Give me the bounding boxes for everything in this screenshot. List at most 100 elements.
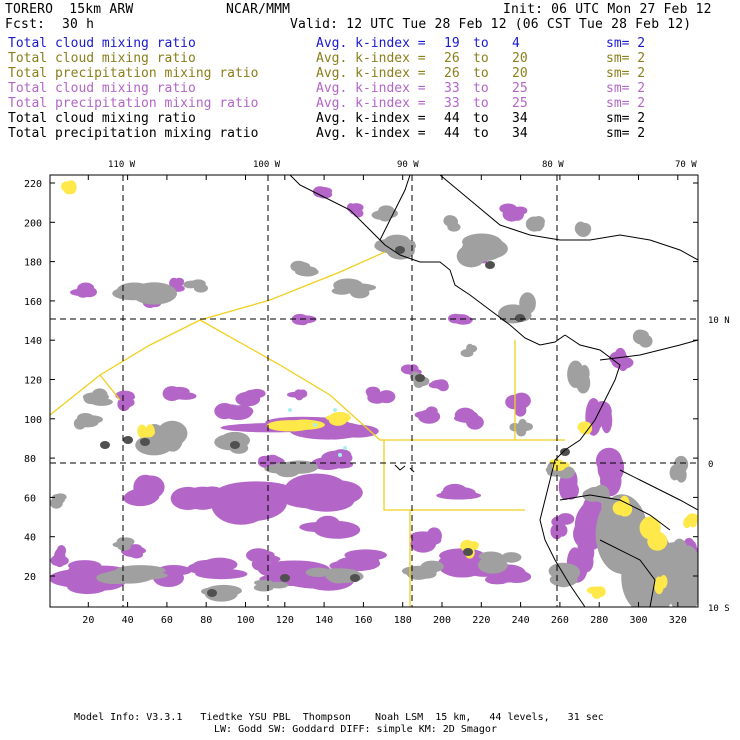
cloud-region-gray xyxy=(665,561,694,601)
legend-index-high: 19 xyxy=(444,36,460,51)
precip-region-purple xyxy=(513,206,528,215)
precip-region-purple xyxy=(50,555,69,566)
legend-index-to: to xyxy=(473,36,489,51)
eez-boundary xyxy=(99,374,121,401)
precip-region-purple xyxy=(557,513,575,525)
legend-index-low: 25 xyxy=(512,96,528,111)
cloud-region-gray xyxy=(501,552,522,563)
cloud-region-gray xyxy=(414,569,437,579)
cloud-region-gray xyxy=(339,283,377,292)
coastline xyxy=(289,175,566,346)
y-tick-label: 220 xyxy=(24,179,42,190)
x-tick-label: 280 xyxy=(590,615,608,626)
x-tick-label: 200 xyxy=(433,615,451,626)
legend-index-low: 34 xyxy=(512,111,528,126)
x-tick-label: 60 xyxy=(161,615,173,626)
forecast-label: Fcst: xyxy=(5,17,46,32)
legend-index-low: 20 xyxy=(512,66,528,81)
cloud-region-gray xyxy=(214,588,235,598)
legend-index-to: to xyxy=(473,96,489,111)
precip-region-yellow xyxy=(137,424,147,438)
model-info-line: Model Info: V3.3.1 Tiedtke YSU PBL Thomp… xyxy=(74,712,604,723)
precip-region-purple xyxy=(588,411,603,430)
cloud-region-gray xyxy=(533,216,544,232)
longitude-label: 110 W xyxy=(108,160,136,170)
longitude-label: 80 W xyxy=(542,160,564,170)
precip-region-yellow xyxy=(577,421,593,433)
cloud-region-gray xyxy=(305,567,332,577)
cloud-region-gray xyxy=(575,221,586,233)
valid-time: Valid: 12 UTC Tue 28 Feb 12 (06 CST Tue … xyxy=(290,17,692,32)
cloud-core-dark xyxy=(230,441,240,449)
cloud-region-cyan xyxy=(343,446,347,450)
precip-region-purple xyxy=(248,388,266,399)
legend-index-label: Avg. k-index = xyxy=(316,66,426,81)
x-tick-label: 120 xyxy=(276,615,294,626)
latitude-label: 10 N xyxy=(708,316,730,326)
cloud-region-gray xyxy=(477,556,508,574)
model-title: TORERO 15km ARW xyxy=(5,2,134,17)
map-content xyxy=(50,175,698,607)
legend-index-low: 4 xyxy=(512,36,520,51)
legend-smoothing: sm= 2 xyxy=(606,126,646,141)
legend-smoothing: sm= 2 xyxy=(606,111,646,126)
precip-region-yellow xyxy=(612,500,629,516)
legend-index-label: Avg. k-index = xyxy=(316,51,426,66)
x-tick-label: 180 xyxy=(394,615,412,626)
x-tick-label: 260 xyxy=(551,615,569,626)
y-tick-label: 180 xyxy=(24,258,42,269)
cloud-region-gray xyxy=(256,579,275,590)
precip-region-yellow xyxy=(266,420,314,432)
x-tick-label: 320 xyxy=(669,615,687,626)
x-tick-label: 100 xyxy=(237,615,255,626)
legend-index-to: to xyxy=(473,126,489,141)
cloud-region-gray xyxy=(162,427,183,452)
legend-index-label: Avg. k-index = xyxy=(316,36,426,51)
cloud-region-gray xyxy=(467,346,477,353)
org-label: NCAR/MMM xyxy=(226,2,291,17)
precip-region-purple xyxy=(125,488,160,505)
legend-field-name: Total cloud mixing ratio xyxy=(8,81,196,96)
cloud-region-gray xyxy=(375,238,416,248)
cloud-region-cyan xyxy=(338,453,342,457)
cloud-region-cyan xyxy=(313,423,317,427)
x-tick-label: 20 xyxy=(82,615,94,626)
cloud-region-gray xyxy=(371,210,393,220)
x-tick-label: 240 xyxy=(512,615,530,626)
cloud-region-gray xyxy=(272,461,308,472)
legend-smoothing: sm= 2 xyxy=(606,96,646,111)
precip-region-purple xyxy=(120,397,135,408)
precip-region-purple xyxy=(291,313,309,325)
cloud-core-dark xyxy=(123,436,133,444)
coastline xyxy=(559,494,671,531)
precip-region-purple xyxy=(70,562,97,573)
cloud-core-dark xyxy=(280,574,290,582)
legend-index-low: 25 xyxy=(512,81,528,96)
latitude-label: 0 xyxy=(708,460,713,470)
precip-region-yellow xyxy=(647,531,668,551)
y-tick-label: 120 xyxy=(24,376,42,387)
legend-field-name: Total cloud mixing ratio xyxy=(8,111,196,126)
cloud-region-gray xyxy=(140,283,173,296)
legend-index-low: 20 xyxy=(512,51,528,66)
legend-field-name: Total precipitation mixing ratio xyxy=(8,66,259,81)
x-tick-label: 40 xyxy=(122,615,134,626)
legend-index-high: 33 xyxy=(444,96,460,111)
cloud-region-gray xyxy=(83,392,100,405)
eez-boundary xyxy=(383,440,525,511)
precip-region-purple xyxy=(601,407,613,434)
precip-region-purple xyxy=(164,390,187,400)
physics-info-line: LW: Godd SW: Goddard DIFF: simple KM: 2D… xyxy=(214,724,497,735)
precip-region-purple xyxy=(70,288,89,296)
cloud-region-gray xyxy=(447,216,459,228)
precip-region-yellow xyxy=(686,513,698,524)
precip-region-purple xyxy=(452,314,470,322)
y-tick-label: 160 xyxy=(24,297,42,308)
legend-index-label: Avg. k-index = xyxy=(316,96,426,111)
precip-region-purple xyxy=(223,405,253,421)
precip-region-purple xyxy=(417,409,441,424)
cloud-core-dark xyxy=(560,448,570,456)
cloud-core-dark xyxy=(515,314,525,322)
coastline xyxy=(394,464,415,473)
forecast-hours: 30 h xyxy=(62,17,95,32)
